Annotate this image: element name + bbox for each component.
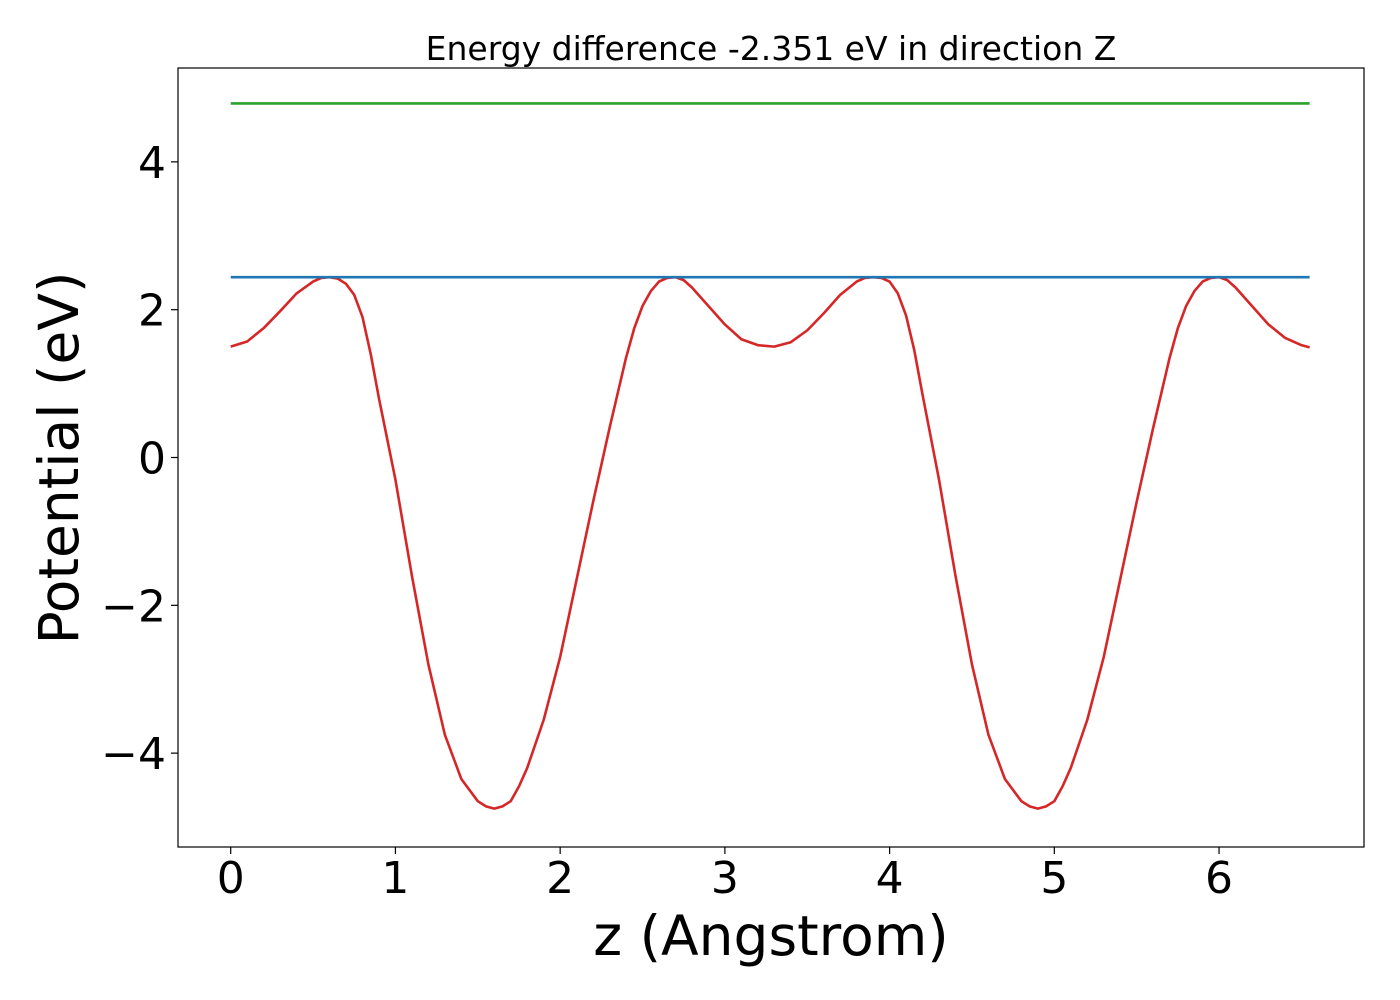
x-tick-label: 0 bbox=[217, 853, 245, 904]
x-axis-label: z (Angstrom) bbox=[593, 904, 949, 968]
x-tick-label: 1 bbox=[381, 853, 409, 904]
y-tick-label: −2 bbox=[101, 581, 166, 632]
x-axis: 0 1 2 3 4 5 6 bbox=[217, 847, 1233, 904]
y-axis: 4 2 0 −2 −4 bbox=[101, 138, 178, 780]
y-tick-label: 2 bbox=[138, 286, 166, 337]
y-tick-label: 4 bbox=[138, 138, 166, 189]
x-tick-label: 5 bbox=[1040, 853, 1068, 904]
series-group bbox=[230, 102, 1310, 810]
y-tick-label: 0 bbox=[138, 434, 166, 485]
series-line-1 bbox=[230, 275, 1310, 810]
x-tick-label: 4 bbox=[876, 853, 904, 904]
y-tick-label: −4 bbox=[101, 729, 166, 780]
chart-title: Energy difference -2.351 eV in direction… bbox=[426, 29, 1117, 68]
x-tick-label: 3 bbox=[711, 853, 739, 904]
x-tick-label: 6 bbox=[1205, 853, 1233, 904]
x-tick-label: 2 bbox=[546, 853, 574, 904]
y-axis-label: Potential (eV) bbox=[27, 272, 91, 645]
